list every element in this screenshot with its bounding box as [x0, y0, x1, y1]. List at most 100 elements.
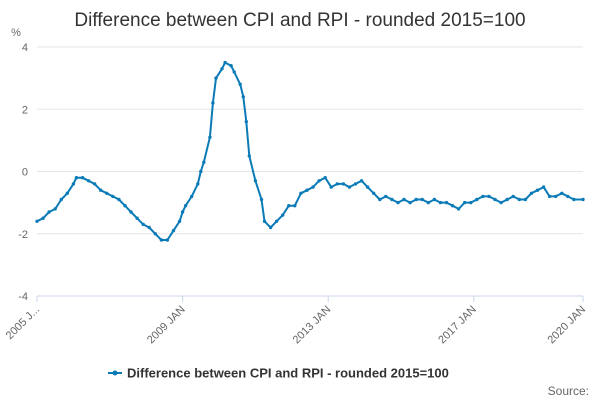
data-point [505, 197, 509, 202]
data-point [438, 200, 443, 205]
data-point [123, 204, 127, 208]
data-point [281, 213, 285, 217]
data-point [323, 176, 327, 180]
y-tick-label: 4 [22, 42, 28, 54]
data-point [135, 216, 139, 220]
data-point [41, 216, 45, 220]
chart-title: Difference between CPI and RPI - rounded… [74, 10, 525, 31]
y-axis-ticks: -4 -2 0 2 4 [18, 42, 28, 303]
data-point [262, 219, 267, 223]
data-point [141, 222, 145, 227]
data-point [238, 82, 242, 87]
data-point [253, 179, 258, 183]
data-point [581, 197, 585, 202]
data-point [511, 194, 515, 199]
data-point [554, 194, 558, 199]
data-point [274, 219, 279, 223]
data-point [541, 185, 546, 189]
data-point [572, 197, 576, 202]
data-point [74, 176, 79, 180]
data-point [177, 219, 182, 223]
data-point [47, 210, 51, 214]
data-point [220, 67, 224, 71]
data-point [229, 63, 233, 68]
data-point [402, 197, 406, 202]
data-point [353, 182, 358, 186]
legend[interactable]: Difference between CPI and RPI - rounded… [108, 366, 449, 381]
data-point [268, 225, 273, 230]
data-point [214, 76, 218, 80]
data-point [450, 204, 455, 208]
data-point [493, 197, 497, 202]
series-group [35, 60, 585, 242]
data-point [65, 191, 70, 195]
data-point [365, 185, 370, 189]
data-point [535, 188, 540, 192]
legend-item-label[interactable]: Difference between CPI and RPI - rounded… [127, 366, 449, 381]
data-point [147, 225, 151, 230]
data-point [456, 207, 461, 211]
data-point [547, 194, 552, 199]
data-point [463, 200, 467, 205]
y-tick-label: -4 [18, 291, 28, 303]
data-point [444, 200, 449, 205]
data-point [202, 160, 206, 164]
data-point [475, 197, 479, 202]
data-point [244, 120, 248, 124]
data-point [223, 60, 227, 65]
data-point [211, 101, 215, 105]
data-point [180, 210, 185, 214]
data-point [341, 182, 346, 186]
data-point [129, 210, 133, 214]
data-point [317, 179, 321, 183]
data-point [86, 179, 91, 183]
data-point [105, 191, 109, 195]
data-point [111, 194, 115, 199]
data-point [359, 179, 364, 183]
data-point [499, 200, 503, 205]
y-tick-label: 2 [22, 104, 28, 116]
y-axis-label: % [11, 27, 21, 39]
data-point [35, 219, 39, 223]
data-point [487, 194, 491, 199]
grid-lines [37, 46, 583, 235]
data-point [165, 238, 170, 242]
data-point [196, 182, 200, 186]
data-point [293, 204, 297, 208]
data-point [523, 197, 528, 202]
data-point [481, 194, 485, 199]
data-point [396, 200, 400, 205]
data-point [241, 95, 245, 99]
data-point [59, 197, 63, 202]
data-point [420, 197, 424, 202]
data-point [426, 200, 430, 205]
data-point [347, 185, 352, 189]
data-point [311, 185, 315, 189]
data-point [432, 197, 437, 202]
data-point [183, 204, 188, 208]
data-point [171, 228, 176, 233]
data-point [408, 200, 412, 205]
data-point [305, 188, 309, 192]
data-point [560, 191, 564, 195]
data-point [259, 197, 264, 202]
data-point [335, 182, 339, 186]
chart-credit[interactable]: Source: [548, 384, 589, 398]
data-point [566, 194, 570, 199]
data-point [99, 188, 103, 192]
data-point [469, 200, 473, 205]
data-point [71, 182, 76, 186]
data-point [80, 176, 85, 180]
data-point [384, 194, 388, 199]
data-point [299, 191, 303, 195]
data-point [199, 169, 203, 174]
data-point [190, 194, 194, 199]
data-point [92, 182, 97, 186]
data-point [159, 238, 164, 242]
data-point [232, 70, 236, 74]
data-point [390, 197, 394, 202]
data-point [329, 185, 333, 189]
legend-marker-symbol [112, 370, 118, 376]
